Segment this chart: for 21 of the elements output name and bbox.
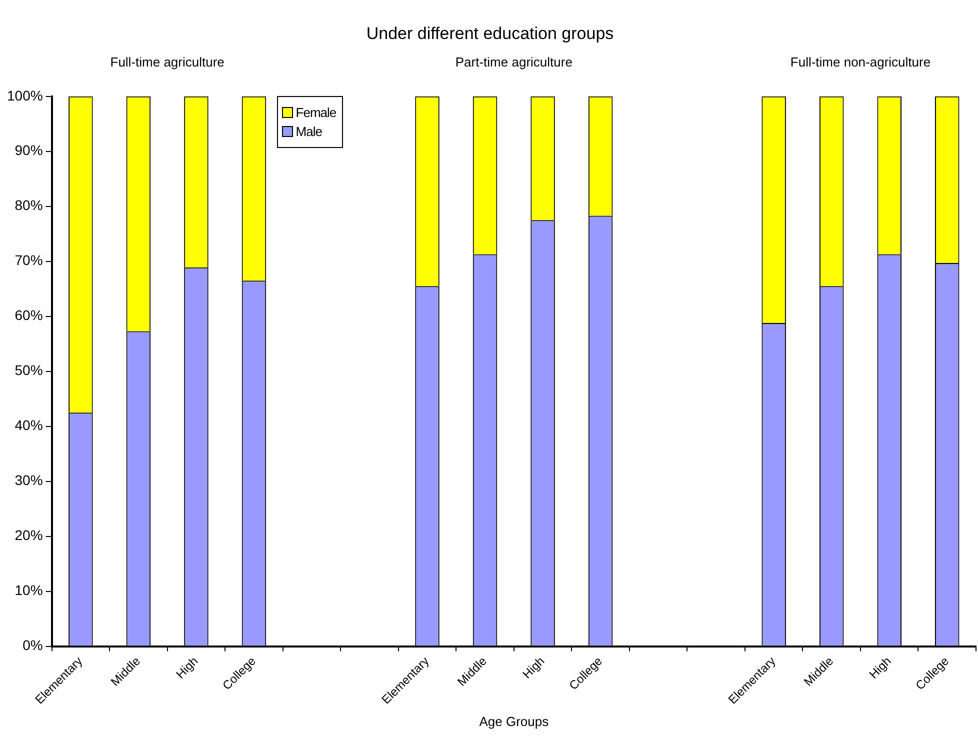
y-tick-label: 0% <box>22 637 43 654</box>
y-tick-label: 70% <box>14 252 43 268</box>
y-tick-label: 40% <box>14 417 43 434</box>
y-tick-label: 20% <box>14 527 43 544</box>
chart-subtitle: Under different education groups <box>366 24 614 43</box>
y-tick-label: 90% <box>14 142 43 158</box>
x-tick-label: High <box>866 654 894 682</box>
y-tick-label: 80% <box>14 197 43 214</box>
text: Full-time non-agriculture <box>790 54 931 70</box>
x-tick-label: High <box>520 654 548 682</box>
text: Full-time agriculture <box>110 54 224 70</box>
x-tick-label: High <box>173 654 201 682</box>
y-tick-label: 50% <box>14 362 43 378</box>
y-tick-label: 10% <box>14 582 43 598</box>
y-tick-label: 60% <box>14 307 43 324</box>
x-axis-title: Age Groups <box>479 714 550 729</box>
legend-label: Male <box>296 124 322 140</box>
y-tick-label: 100% <box>6 87 43 104</box>
y-tick-label: 30% <box>14 472 43 488</box>
text: Part-time agriculture <box>455 54 572 70</box>
legend-label: Female <box>296 105 336 120</box>
